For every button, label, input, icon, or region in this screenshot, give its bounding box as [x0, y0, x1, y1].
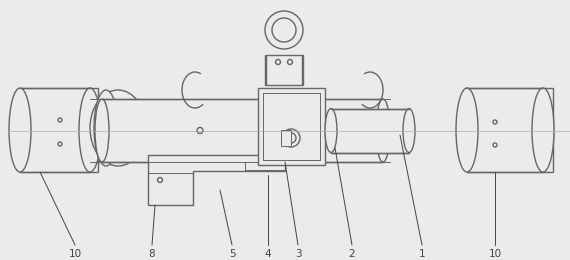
- Ellipse shape: [90, 90, 146, 166]
- Ellipse shape: [493, 143, 497, 147]
- Text: 8: 8: [149, 249, 155, 259]
- Bar: [331, 108, 409, 153]
- Ellipse shape: [197, 127, 203, 133]
- Ellipse shape: [456, 88, 478, 172]
- Bar: [467, 88, 553, 172]
- Text: 10: 10: [68, 249, 82, 259]
- Ellipse shape: [157, 178, 162, 183]
- Ellipse shape: [9, 88, 31, 172]
- Bar: [102, 99, 383, 162]
- Ellipse shape: [325, 108, 337, 153]
- Bar: [266, 55, 302, 85]
- Text: 4: 4: [264, 249, 271, 259]
- Ellipse shape: [282, 129, 300, 147]
- Ellipse shape: [287, 60, 292, 64]
- Ellipse shape: [532, 88, 554, 172]
- Text: 10: 10: [488, 249, 502, 259]
- Ellipse shape: [493, 120, 497, 124]
- Ellipse shape: [95, 99, 109, 162]
- Bar: [281, 130, 291, 146]
- Text: 3: 3: [295, 249, 302, 259]
- Ellipse shape: [94, 90, 118, 166]
- Text: 5: 5: [229, 249, 235, 259]
- Ellipse shape: [124, 108, 128, 112]
- Ellipse shape: [286, 133, 296, 143]
- Ellipse shape: [58, 118, 62, 122]
- Ellipse shape: [275, 60, 280, 64]
- Ellipse shape: [272, 18, 296, 42]
- Ellipse shape: [58, 142, 62, 146]
- Ellipse shape: [376, 99, 390, 162]
- Bar: [258, 88, 325, 165]
- Bar: [20, 88, 98, 172]
- Text: 2: 2: [349, 249, 355, 259]
- Ellipse shape: [100, 115, 112, 129]
- Bar: [102, 126, 110, 136]
- Text: 1: 1: [419, 249, 425, 259]
- Polygon shape: [148, 155, 285, 205]
- Ellipse shape: [79, 88, 101, 172]
- Ellipse shape: [403, 108, 415, 153]
- Ellipse shape: [265, 11, 303, 49]
